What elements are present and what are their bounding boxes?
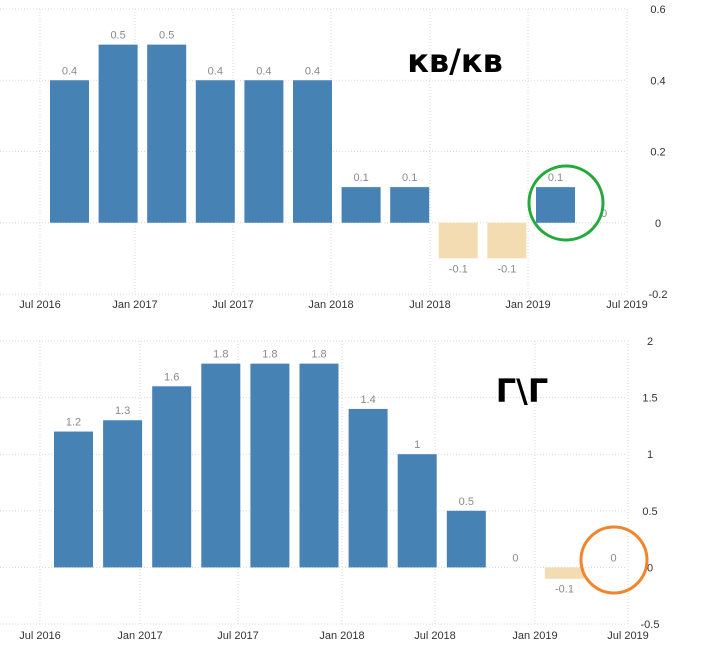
yoy-highlight-circle — [579, 525, 649, 595]
qoq-annotation: кв/кв — [407, 42, 503, 80]
yoy-y-tick-label: 2 — [647, 336, 653, 348]
qoq-data-label: 0.4 — [256, 65, 271, 77]
qoq-y-tick-label: -0.2 — [649, 289, 668, 301]
yoy-y-tick-label: 1.5 — [642, 393, 657, 405]
yoy-y-tick-label: 0 — [647, 562, 653, 574]
qoq-x-tick-label: Jan 2019 — [505, 299, 550, 311]
yoy-y-tick-label: -0.5 — [641, 619, 660, 631]
yoy-bar — [103, 420, 143, 568]
qoq-data-label: 0.5 — [159, 30, 174, 42]
qoq-x-tick-label: Jul 2017 — [212, 299, 254, 311]
yoy-bar — [201, 363, 241, 568]
yoy-x-tick-label: Jul 2017 — [217, 630, 259, 642]
qoq-highlight-circle — [527, 164, 605, 242]
qoq-bar — [487, 222, 527, 259]
yoy-y-tick-label: 0.5 — [642, 506, 657, 518]
yoy-data-label: 1.3 — [115, 405, 130, 417]
qoq-y-tick-label: 0 — [655, 218, 661, 230]
qoq-bar — [147, 44, 187, 223]
qoq-data-label: 0.4 — [208, 65, 223, 77]
yoy-data-label: 1.8 — [213, 349, 228, 361]
yoy-x-tick-label: Jan 2018 — [319, 630, 364, 642]
yoy-data-label: 1 — [414, 439, 420, 451]
qoq-chart: 0.6 0.4 0.2 0 -0.2 Jul 2016 Jan 2017 Jul 2017 Ja… — [0, 4, 667, 311]
qoq-bar — [293, 80, 332, 223]
yoy-y-tick-label: 1 — [647, 449, 653, 461]
qoq-x-tick-label: Jan 2017 — [112, 299, 157, 311]
yoy-data-label: 0.5 — [459, 496, 474, 508]
qoq-bar — [390, 187, 430, 223]
yoy-x-tick-label: Jul 2016 — [19, 630, 61, 642]
yoy-x-tick-label: Jan 2017 — [117, 630, 162, 642]
qoq-y-tick-label: 0.6 — [650, 4, 665, 16]
qoq-bar — [341, 187, 381, 223]
yoy-data-label: 1.8 — [311, 349, 326, 361]
yoy-bar — [446, 510, 486, 568]
qoq-x-tick-label: Jul 2019 — [606, 299, 648, 311]
yoy-data-label: -0.1 — [555, 584, 574, 596]
yoy-annotation: Г\Г — [496, 372, 548, 410]
qoq-data-label: 0.1 — [548, 172, 563, 184]
yoy-data-label: 0 — [611, 552, 617, 564]
qoq-x-tick-label: Jul 2018 — [409, 299, 451, 311]
qoq-data-label: 0.1 — [353, 172, 368, 184]
yoy-x-tick-label: Jan 2019 — [512, 630, 557, 642]
qoq-bar — [98, 44, 138, 223]
qoq-data-label: 0 — [601, 208, 607, 220]
qoq-y-tick-label: 0.4 — [650, 75, 665, 87]
yoy-bar — [348, 408, 388, 568]
yoy-chart: 2 1.5 1 0.5 0 -0.5 Jul 2016 Jan 2017 Jul 2017 Jan… — [0, 336, 659, 642]
yoy-bar — [152, 386, 192, 568]
qoq-data-label: 0.5 — [110, 30, 125, 42]
yoy-bar — [299, 363, 339, 568]
qoq-data-label: 0.1 — [402, 172, 417, 184]
qoq-bar — [438, 222, 478, 259]
qoq-y-tick-label: 0.2 — [650, 147, 665, 159]
yoy-bar — [250, 363, 290, 568]
yoy-data-label: 1.6 — [164, 371, 179, 383]
qoq-data-label: -0.1 — [497, 263, 516, 275]
yoy-x-tick-label: Jul 2019 — [607, 630, 649, 642]
yoy-data-label: 0 — [512, 552, 518, 564]
yoy-bar — [545, 567, 584, 579]
qoq-bar — [244, 80, 284, 223]
yoy-data-label: 1.8 — [262, 349, 277, 361]
yoy-data-label: 1.4 — [360, 394, 375, 406]
qoq-data-label: 0.4 — [62, 65, 77, 77]
yoy-bar — [54, 431, 93, 568]
yoy-bar — [397, 454, 437, 568]
qoq-data-label: -0.1 — [449, 263, 468, 275]
qoq-x-tick-label: Jul 2016 — [19, 299, 61, 311]
yoy-data-label: 1.2 — [66, 417, 81, 429]
qoq-bar — [50, 80, 89, 223]
qoq-data-label: 0.4 — [305, 65, 320, 77]
yoy-x-tick-label: Jul 2018 — [414, 630, 456, 642]
qoq-bar — [195, 80, 235, 223]
qoq-x-tick-label: Jan 2018 — [308, 299, 353, 311]
qoq-bar — [536, 187, 575, 223]
